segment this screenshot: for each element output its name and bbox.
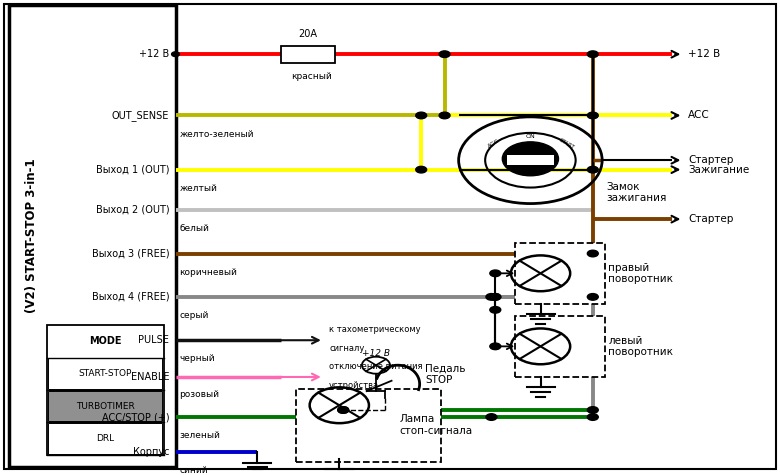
Circle shape xyxy=(587,294,598,300)
Text: DRL: DRL xyxy=(96,434,115,443)
Bar xyxy=(281,46,335,63)
Text: +12 В: +12 В xyxy=(139,49,169,59)
Circle shape xyxy=(490,306,501,313)
Bar xyxy=(48,391,162,421)
Text: коричневый: коричневый xyxy=(179,268,237,277)
Text: белый: белый xyxy=(179,224,209,233)
Text: правый
поворотник: правый поворотник xyxy=(608,263,673,284)
Circle shape xyxy=(439,112,450,119)
FancyBboxPatch shape xyxy=(507,155,554,165)
Text: зеленый: зеленый xyxy=(179,431,220,440)
Text: OUT_SENSE: OUT_SENSE xyxy=(112,110,169,121)
Text: левый
поворотник: левый поворотник xyxy=(608,335,673,357)
Text: START-STOP: START-STOP xyxy=(79,369,132,378)
Text: Корпус: Корпус xyxy=(133,447,169,457)
Text: Выход 2 (OUT): Выход 2 (OUT) xyxy=(96,205,169,215)
Text: розовый: розовый xyxy=(179,390,219,399)
Circle shape xyxy=(490,270,501,276)
Text: ACC/STOP (+): ACC/STOP (+) xyxy=(101,412,169,422)
Text: +12 В: +12 В xyxy=(688,49,720,59)
Text: PULSE: PULSE xyxy=(138,335,169,345)
Text: Зажигание: Зажигание xyxy=(688,165,750,175)
Text: Замок
зажигания: Замок зажигания xyxy=(606,182,666,203)
Text: 20A: 20A xyxy=(299,29,317,39)
Circle shape xyxy=(587,166,598,173)
Text: TURBOTIMER: TURBOTIMER xyxy=(76,402,135,411)
Bar xyxy=(9,5,176,466)
Circle shape xyxy=(587,407,598,413)
Circle shape xyxy=(486,294,497,300)
Bar xyxy=(515,243,604,304)
Text: START: START xyxy=(558,137,575,150)
Circle shape xyxy=(587,112,598,119)
Text: Стартер: Стартер xyxy=(688,214,733,224)
Text: желтый: желтый xyxy=(179,184,218,193)
Text: Выход 1 (OUT): Выход 1 (OUT) xyxy=(96,165,169,175)
Text: +12 В: +12 В xyxy=(362,349,390,358)
Text: ACC: ACC xyxy=(688,111,710,121)
Circle shape xyxy=(587,250,598,257)
Text: (V2) START-STOP 3-in-1: (V2) START-STOP 3-in-1 xyxy=(25,158,37,313)
Circle shape xyxy=(490,294,501,300)
Text: серый: серый xyxy=(179,311,209,320)
Text: ON: ON xyxy=(526,134,535,140)
Circle shape xyxy=(587,414,598,420)
Text: Выход 4 (FREE): Выход 4 (FREE) xyxy=(91,292,169,302)
Circle shape xyxy=(172,52,179,57)
Text: Лампа
стоп-сигнала: Лампа стоп-сигнала xyxy=(399,415,473,436)
Bar xyxy=(47,325,164,455)
Text: черный: черный xyxy=(179,353,215,362)
Text: синий: синий xyxy=(179,466,208,475)
Circle shape xyxy=(439,51,450,57)
Text: отключение питания: отключение питания xyxy=(329,362,423,371)
Text: сигналу: сигналу xyxy=(329,344,364,353)
Circle shape xyxy=(486,414,497,420)
Text: к тахометрическому: к тахометрическому xyxy=(329,325,420,334)
Text: желто-зеленый: желто-зеленый xyxy=(179,130,254,139)
Bar xyxy=(515,316,604,377)
Text: красный: красный xyxy=(292,72,332,81)
Circle shape xyxy=(338,407,349,413)
Circle shape xyxy=(416,112,427,119)
Circle shape xyxy=(587,51,598,57)
Bar xyxy=(296,389,441,462)
Text: ACC: ACC xyxy=(488,138,501,149)
Text: устройства: устройства xyxy=(329,381,379,390)
Text: Выход 3 (FREE): Выход 3 (FREE) xyxy=(91,248,169,258)
Bar xyxy=(48,359,162,389)
Circle shape xyxy=(338,407,349,413)
Text: Педаль
STOP: Педаль STOP xyxy=(425,364,466,385)
Text: Стартер: Стартер xyxy=(688,155,733,165)
Circle shape xyxy=(490,294,501,300)
Circle shape xyxy=(490,343,501,350)
Text: ENABLE: ENABLE xyxy=(131,372,169,382)
Bar xyxy=(48,423,162,454)
Text: MODE: MODE xyxy=(89,336,122,346)
Circle shape xyxy=(416,166,427,173)
Circle shape xyxy=(502,142,558,176)
